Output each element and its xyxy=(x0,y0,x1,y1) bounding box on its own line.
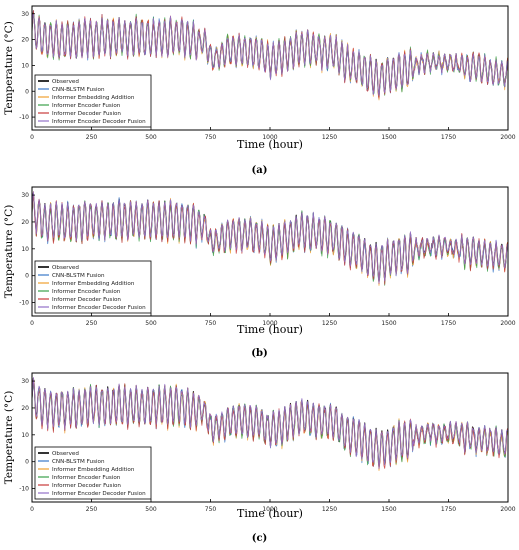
x-tick-label: 1500 xyxy=(381,320,396,327)
x-tick-label: 250 xyxy=(86,134,98,141)
x-tick-label: 0 xyxy=(30,506,34,513)
x-tick-label: 750 xyxy=(205,134,217,141)
legend-entry: Informer Encoder Fusion xyxy=(52,475,121,481)
y-tick-label: 30 xyxy=(21,192,29,199)
legend-entry: CNN-BLSTM Fusion xyxy=(52,459,105,465)
y-tick-label: 10 xyxy=(21,246,29,253)
x-tick-label: 1000 xyxy=(262,320,277,327)
series-line-informer-encoder-decoder-fusion xyxy=(32,191,508,284)
legend: Observed CNN-BLSTM Fusion Informer Embeddi… xyxy=(34,446,152,500)
y-tick-label: 20 xyxy=(21,219,29,226)
x-tick-label: 250 xyxy=(86,506,98,513)
y-tick-label: 0 xyxy=(25,273,29,280)
x-tick-label: 500 xyxy=(145,134,157,141)
series-lines xyxy=(32,377,508,471)
x-tick-label: 1250 xyxy=(322,320,337,327)
series-line-informer-encoder-decoder-fusion xyxy=(32,13,508,96)
x-tick-label: 1500 xyxy=(381,506,396,513)
x-tick-label: 0 xyxy=(30,134,34,141)
x-tick-label: 1750 xyxy=(441,134,456,141)
y-tick-label: -10 xyxy=(19,486,29,493)
x-tick-label: 2000 xyxy=(500,506,515,513)
chart-panel-1: 0 250 500 750 1000 1250 1500 1750 2000 -10 0 10 20 30… xyxy=(3,5,516,176)
x-tick-label: 500 xyxy=(145,506,157,513)
x-tick-label: 500 xyxy=(145,320,157,327)
legend: Observed CNN-BLSTM Fusion Informer Embeddi… xyxy=(34,74,152,128)
x-tick-label: 750 xyxy=(205,506,217,513)
x-tick-label: 1750 xyxy=(441,320,456,327)
y-tick-label: 10 xyxy=(21,432,29,439)
chart-panel-2: 0 250 500 750 1000 1250 1500 1750 2000 -10 0 10 20 30… xyxy=(3,186,516,359)
x-tick-label: 0 xyxy=(30,320,34,327)
legend-box xyxy=(34,74,152,128)
x-tick-label: 2000 xyxy=(500,320,515,327)
y-axis-label: Temperature (°C) xyxy=(3,205,15,299)
y-tick-label: 20 xyxy=(21,37,29,44)
x-tick-label: 1500 xyxy=(381,134,396,141)
legend-entry: Informer Decoder Fusion xyxy=(52,111,121,117)
y-axis-label: Temperature (°C) xyxy=(3,21,15,115)
panel-label: (c) xyxy=(252,533,268,544)
legend-entry: Informer Decoder Fusion xyxy=(52,483,121,489)
y-axis-label: Temperature (°C) xyxy=(3,391,15,485)
legend-entry: Observed xyxy=(52,451,79,457)
x-tick-label: 250 xyxy=(86,320,98,327)
x-tick-label: 1000 xyxy=(262,134,277,141)
series-lines xyxy=(32,10,508,101)
series-lines xyxy=(32,191,508,286)
legend-entry: Informer Embedding Addition xyxy=(52,467,135,473)
x-tick-label: 2000 xyxy=(500,134,515,141)
legend-box xyxy=(34,446,152,500)
legend-entry: Informer Encoder Decoder Fusion xyxy=(52,305,146,311)
legend-entry: Informer Encoder Fusion xyxy=(52,289,121,295)
legend-entry: Observed xyxy=(52,265,79,271)
panel-label: (a) xyxy=(252,165,268,176)
y-tick-label: 30 xyxy=(21,378,29,385)
panel-label: (b) xyxy=(251,348,267,359)
legend-entry: Informer Decoder Fusion xyxy=(52,297,121,303)
legend-entry: Informer Encoder Decoder Fusion xyxy=(52,119,146,125)
legend-entry: Informer Embedding Addition xyxy=(52,95,135,101)
legend-entry: Observed xyxy=(52,79,79,85)
series-line-informer-encoder-decoder-fusion xyxy=(32,377,508,469)
y-tick-label: 0 xyxy=(25,459,29,466)
chart-panel-3: 0 250 500 750 1000 1250 1500 1750 2000 -10 0 10 20 30… xyxy=(3,372,516,544)
y-tick-label: 20 xyxy=(21,405,29,412)
y-tick-label: 0 xyxy=(25,88,29,95)
x-tick-label: 1750 xyxy=(441,506,456,513)
x-tick-label: 1250 xyxy=(322,506,337,513)
x-tick-label: 1000 xyxy=(262,506,277,513)
y-tick-label: -10 xyxy=(19,300,29,307)
legend: Observed CNN-BLSTM Fusion Informer Embeddi… xyxy=(34,260,152,314)
legend-entry: Informer Encoder Fusion xyxy=(52,103,121,109)
legend-entry: CNN-BLSTM Fusion xyxy=(52,87,105,93)
legend-entry: Informer Embedding Addition xyxy=(52,281,135,287)
x-axis-label: Time (hour) xyxy=(237,323,303,336)
y-tick-label: -10 xyxy=(19,114,29,121)
x-axis-label: Time (hour) xyxy=(237,138,303,151)
x-tick-label: 750 xyxy=(205,320,217,327)
y-tick-label: 10 xyxy=(21,62,29,69)
x-axis-label: Time (hour) xyxy=(237,507,303,520)
legend-box xyxy=(34,260,152,314)
legend-entry: CNN-BLSTM Fusion xyxy=(52,273,105,279)
x-tick-label: 1250 xyxy=(322,134,337,141)
legend-entry: Informer Encoder Decoder Fusion xyxy=(52,491,146,497)
y-tick-label: 30 xyxy=(21,11,29,18)
